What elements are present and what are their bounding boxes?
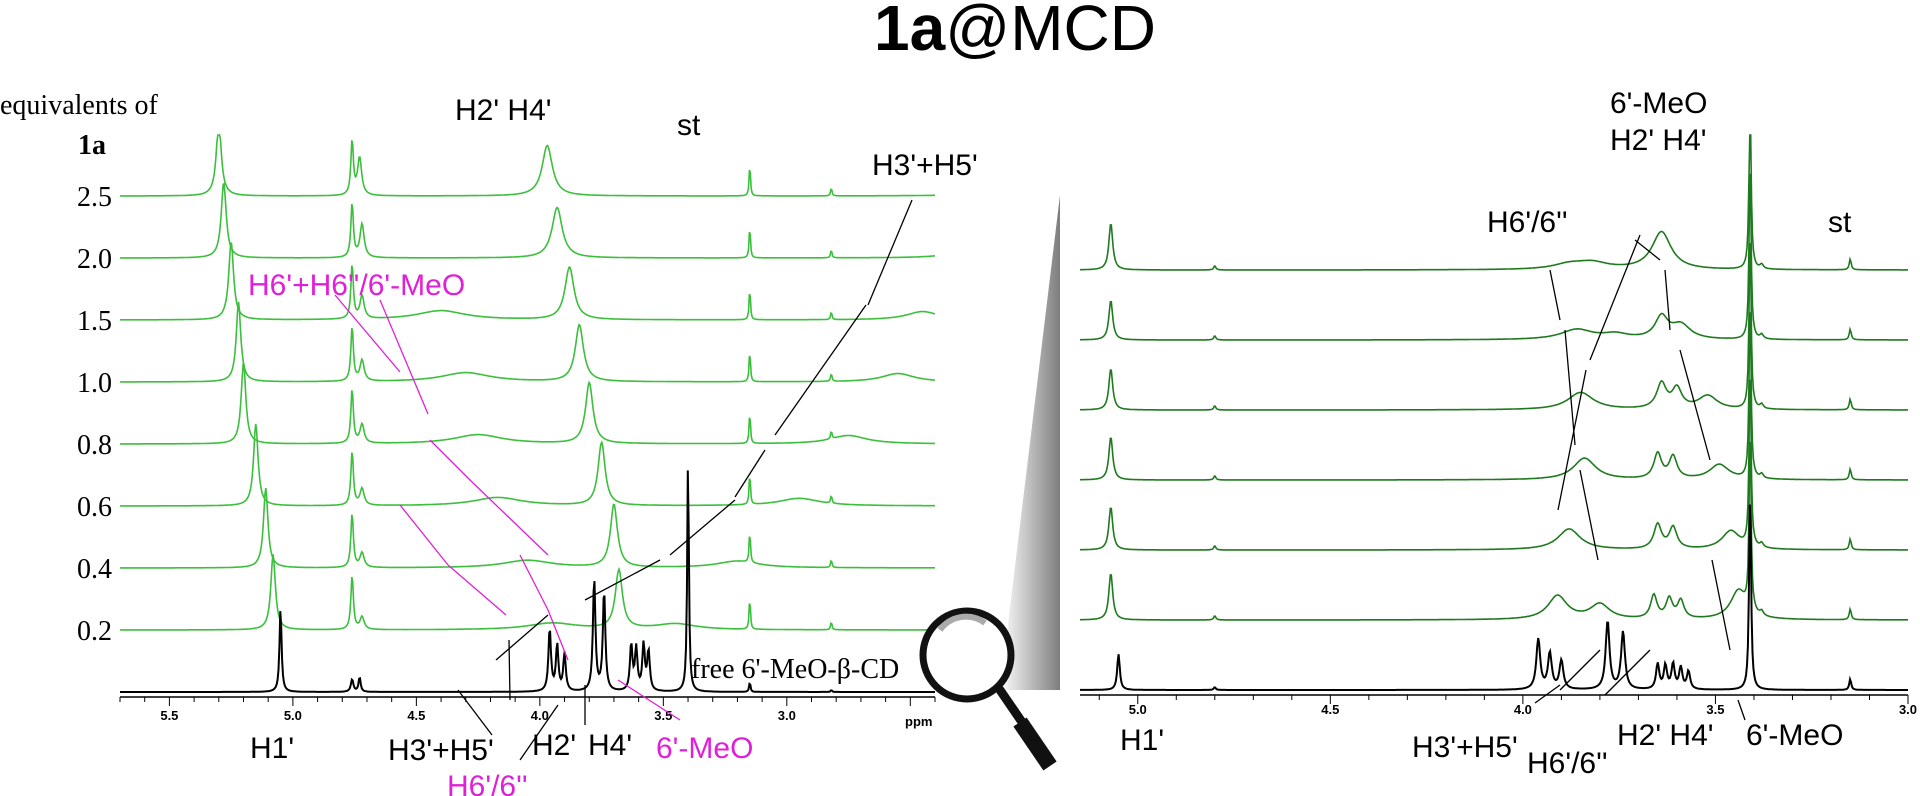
y-axis-title-line1: equivalents of	[0, 90, 159, 121]
label-h2-h4-top-right: H2' H4'	[1610, 124, 1707, 157]
right-panel: 5.0 4.5 4.0 3.5 3.0	[1080, 134, 1917, 717]
series-label: 0.2	[77, 616, 112, 647]
label-h3-h5-top-left: H3'+H5'	[872, 149, 978, 182]
spectrum-trace-left-0	[120, 134, 935, 197]
left-guide-lines	[457, 199, 913, 761]
spectrum-trace-left-4	[120, 362, 935, 445]
x-tick-label: 4.5	[1321, 702, 1339, 717]
free-label: free 6'-MeO-β-CD	[691, 654, 899, 685]
label-h3-h5-right: H3'+H5'	[1412, 731, 1518, 764]
label-st-left: st	[677, 109, 701, 142]
series-label: 1.5	[77, 306, 112, 337]
series-label: 2.5	[77, 182, 112, 213]
x-tick-label: 4.0	[531, 708, 549, 723]
right-guide-lines	[1534, 234, 1746, 721]
label-h2-h4-bottom-right: H2' H4'	[1617, 719, 1714, 752]
figure-title: 1a@MCD	[874, 0, 1156, 64]
x-tick-label: 3.5	[654, 708, 672, 723]
label-6meo-bottom-right: 6'-MeO	[1746, 719, 1843, 752]
series-label: 0.8	[77, 430, 112, 461]
x-tick-label: 3.0	[1899, 702, 1917, 717]
spectrum-trace-left-3	[120, 301, 936, 383]
x-tick-label: 3.5	[1706, 702, 1724, 717]
x-tick-label: 3.0	[778, 708, 796, 723]
label-h4-left: H4'	[588, 729, 632, 762]
magnifier-icon	[919, 607, 1057, 771]
label-h3-h5-left: H3'+H5'	[388, 734, 494, 767]
title-rest: @MCD	[945, 0, 1156, 64]
series-label: 0.6	[77, 492, 112, 523]
label-h6-bottom-right: H6'/6''	[1527, 747, 1608, 780]
left-panel: 2.5 2.0 1.5 1.0 0.8 0.6 0.4 0.2 5.5 5.0 4.5 4.0 3.5 3…	[77, 134, 936, 723]
x-tick-label: 4.5	[407, 708, 425, 723]
label-h6-left: H6'/6''	[447, 770, 528, 796]
spectrum-trace-left-7	[120, 554, 935, 631]
x-tick-label: 5.0	[1129, 702, 1147, 717]
series-label: 1.0	[77, 368, 112, 399]
x-tick-label: 5.0	[284, 708, 302, 723]
label-magenta-top: H6'+H6''/6'-MeO	[248, 269, 465, 302]
x-tick-label: 5.5	[160, 708, 178, 723]
label-h1-left: H1'	[250, 732, 294, 765]
spectrum-trace-left-1	[120, 182, 936, 259]
left-magenta-guides	[334, 294, 681, 721]
label-h2-h4-top-left: H2' H4'	[455, 94, 552, 127]
label-h2-left: H2'	[532, 729, 576, 762]
spectrum-trace-right-5	[1080, 441, 1908, 621]
y-axis-title-line2: 1a	[78, 130, 106, 161]
spectrum-trace-right-4	[1080, 379, 1908, 551]
spectrum-trace-left-8	[120, 470, 935, 693]
label-6meo-top-right: 6'-MeO	[1610, 87, 1707, 120]
spectrum-trace-right-1	[1080, 173, 1908, 341]
label-st-right: st	[1828, 206, 1852, 239]
x-axis-unit-left: ppm	[905, 714, 932, 729]
spectrum-trace-left-2	[120, 242, 936, 321]
series-label: 2.0	[77, 244, 112, 275]
label-h1-right: H1'	[1120, 724, 1164, 757]
label-6meo-left: 6'-MeO	[656, 732, 753, 765]
spectrum-trace-left-5	[120, 423, 935, 507]
x-tick-label: 4.0	[1514, 702, 1532, 717]
title-bold: 1a	[874, 0, 946, 64]
zoom-cone	[1000, 195, 1060, 690]
series-label: 0.4	[77, 554, 112, 585]
label-h6-top-right: H6'/6''	[1487, 206, 1568, 239]
spectrum-trace-right-3	[1080, 312, 1908, 481]
spectrum-trace-right-6	[1080, 504, 1908, 691]
spectrum-trace-left-6	[120, 487, 935, 569]
spectrum-trace-right-0	[1080, 134, 1908, 271]
spectrum-trace-right-2	[1080, 243, 1908, 411]
